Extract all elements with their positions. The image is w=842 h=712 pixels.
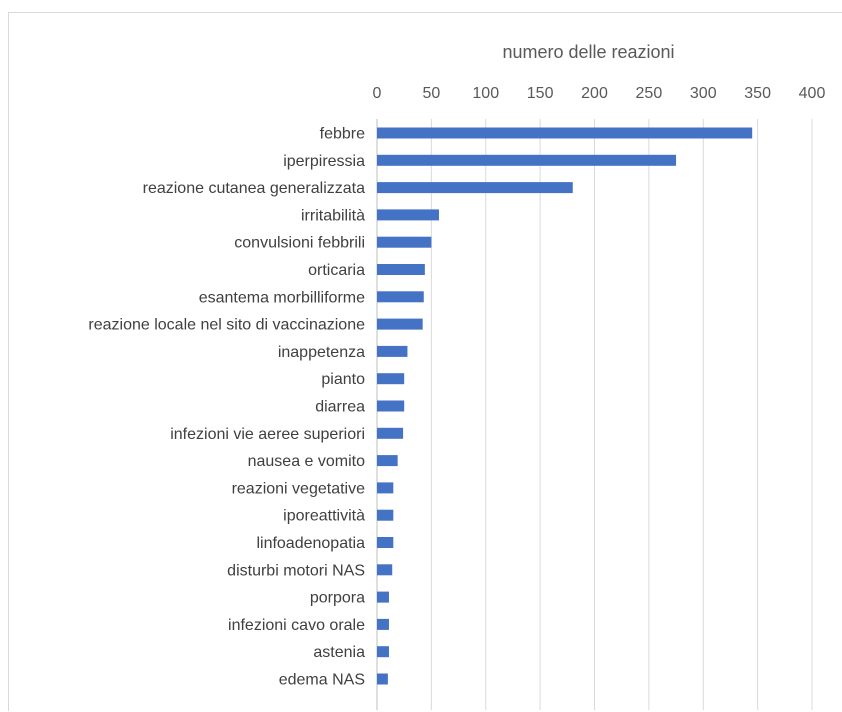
category-label: irritabilità [301, 207, 365, 224]
x-tick-label: 300 [690, 85, 717, 102]
bar-12 [377, 455, 398, 467]
category-label: inappetenza [278, 344, 365, 361]
x-axis-title: numero delle reazioni [502, 42, 674, 62]
bar-13 [377, 482, 394, 494]
bar-chart: numero delle reazioni 0 50 100 150 200 250 300… [88, 42, 826, 710]
x-tick-label: 350 [744, 85, 771, 102]
bar-8 [377, 345, 408, 357]
category-label: infezioni vie aeree superiori [170, 426, 365, 443]
category-label: porpora [310, 590, 365, 607]
bar-19 [377, 646, 389, 658]
chart-frame: numero delle reazioni 0 50 100 150 200 250 300… [8, 12, 842, 711]
category-label: astenia [313, 644, 365, 661]
bar-17 [377, 591, 389, 603]
category-label: diarrea [315, 399, 365, 416]
x-axis-ticks: 0 50 100 150 200 250 300 350 400 [373, 85, 826, 102]
x-tick-label: 250 [636, 85, 663, 102]
bar-5 [377, 264, 425, 275]
x-tick-label: 100 [472, 85, 499, 102]
bar-6 [377, 291, 424, 303]
bar-15 [377, 537, 394, 548]
category-label: reazione locale nel sito di vaccinazione [88, 317, 365, 334]
x-tick-label: 200 [581, 85, 608, 102]
x-tick-label: 400 [799, 85, 826, 102]
category-label: pianto [321, 371, 365, 388]
category-label: edema NAS [279, 672, 365, 689]
category-labels: febbre iperpiressia reazione cutanea gener… [88, 126, 365, 689]
category-label: infezioni cavo orale [228, 617, 365, 634]
bar-1 [377, 154, 677, 166]
category-label: iporeattività [283, 508, 365, 525]
bar-0 [377, 127, 753, 139]
x-tick-label: 50 [422, 85, 440, 102]
category-label: linfoadenopatia [256, 535, 365, 552]
bar-18 [377, 618, 389, 630]
gridlines [376, 119, 813, 710]
category-label: reazione cutanea generalizzata [143, 180, 365, 197]
bar-20 [377, 673, 388, 685]
category-label: febbre [320, 126, 365, 143]
bar-14 [377, 509, 394, 521]
category-label: orticaria [308, 262, 365, 279]
bar-4 [377, 236, 432, 248]
bar-3 [377, 209, 439, 221]
category-label: convulsioni febbrili [234, 235, 365, 252]
bars [377, 127, 753, 685]
x-tick-label: 150 [527, 85, 554, 102]
bar-10 [377, 400, 405, 412]
x-tick-label: 0 [373, 85, 382, 102]
bar-2 [377, 182, 573, 194]
category-label: disturbi motori NAS [227, 562, 365, 579]
bar-11 [377, 427, 404, 439]
category-label: nausea e vomito [248, 453, 366, 470]
category-label: reazioni vegetative [232, 480, 366, 497]
category-label: esantema morbilliforme [199, 289, 365, 306]
bar-9 [377, 373, 405, 385]
bar-7 [377, 318, 423, 330]
category-label: iperpiressia [283, 153, 365, 170]
bar-16 [377, 564, 393, 576]
